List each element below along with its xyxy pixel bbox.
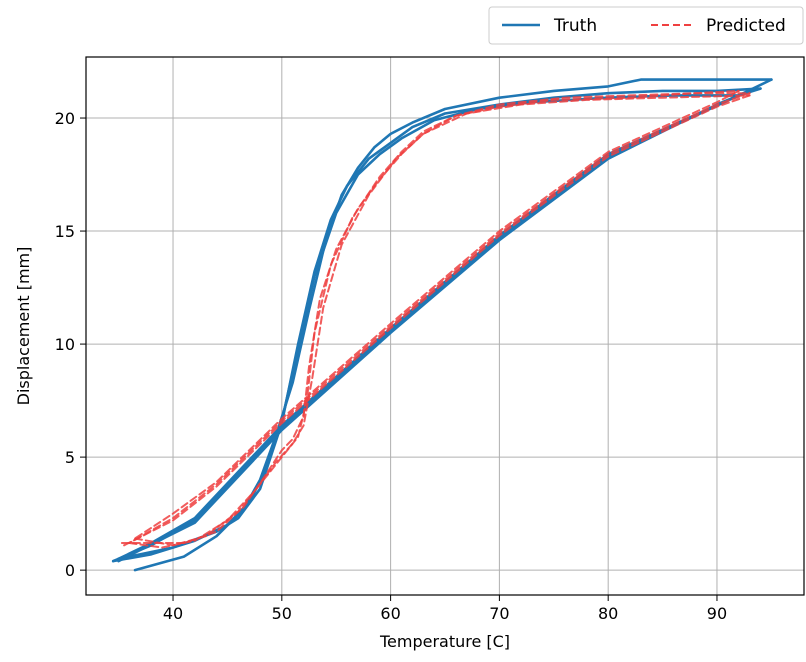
series-truth-segment-0 xyxy=(133,78,773,572)
y-tick-label-15: 15 xyxy=(55,222,75,241)
x-tick-label-60: 60 xyxy=(380,604,400,623)
series-predicted-segment-4 xyxy=(128,94,751,549)
y-tick-label-0: 0 xyxy=(65,561,75,580)
series-truth-segment-5 xyxy=(117,94,741,563)
x-tick-label-50: 50 xyxy=(272,604,292,623)
legend-box xyxy=(488,6,804,45)
grid-lines xyxy=(86,57,804,595)
legend: Truth Predicted xyxy=(488,6,804,45)
y-axis-label: Displacement [mm] xyxy=(14,247,33,406)
x-tick-label-80: 80 xyxy=(598,604,618,623)
series-predicted-segment-0 xyxy=(120,89,740,544)
series-predicted xyxy=(120,89,751,549)
y-tick-label-10: 10 xyxy=(55,335,75,354)
axis-ticks: 40 50 60 70 80 90 0 5 10 15 20 xyxy=(55,109,728,623)
legend-label-truth: Truth xyxy=(553,16,597,36)
x-tick-label-90: 90 xyxy=(707,604,727,623)
series-predicted-segment-3 xyxy=(128,92,751,544)
x-tick-label-40: 40 xyxy=(163,604,183,623)
y-tick-label-20: 20 xyxy=(55,109,75,128)
series-truth-segment-2 xyxy=(117,87,762,561)
series-predicted-segment-1 xyxy=(134,89,740,540)
series-truth xyxy=(111,78,773,572)
x-tick-label-70: 70 xyxy=(489,604,509,623)
series-predicted-segment-2 xyxy=(134,92,751,547)
legend-label-predicted: Predicted xyxy=(706,16,786,36)
y-tick-label-5: 5 xyxy=(65,448,75,467)
plot-frame xyxy=(85,56,805,596)
x-axis-label: Temperature [C] xyxy=(379,632,510,651)
series-layer xyxy=(111,78,773,572)
series-predicted-segment-5 xyxy=(123,94,751,547)
